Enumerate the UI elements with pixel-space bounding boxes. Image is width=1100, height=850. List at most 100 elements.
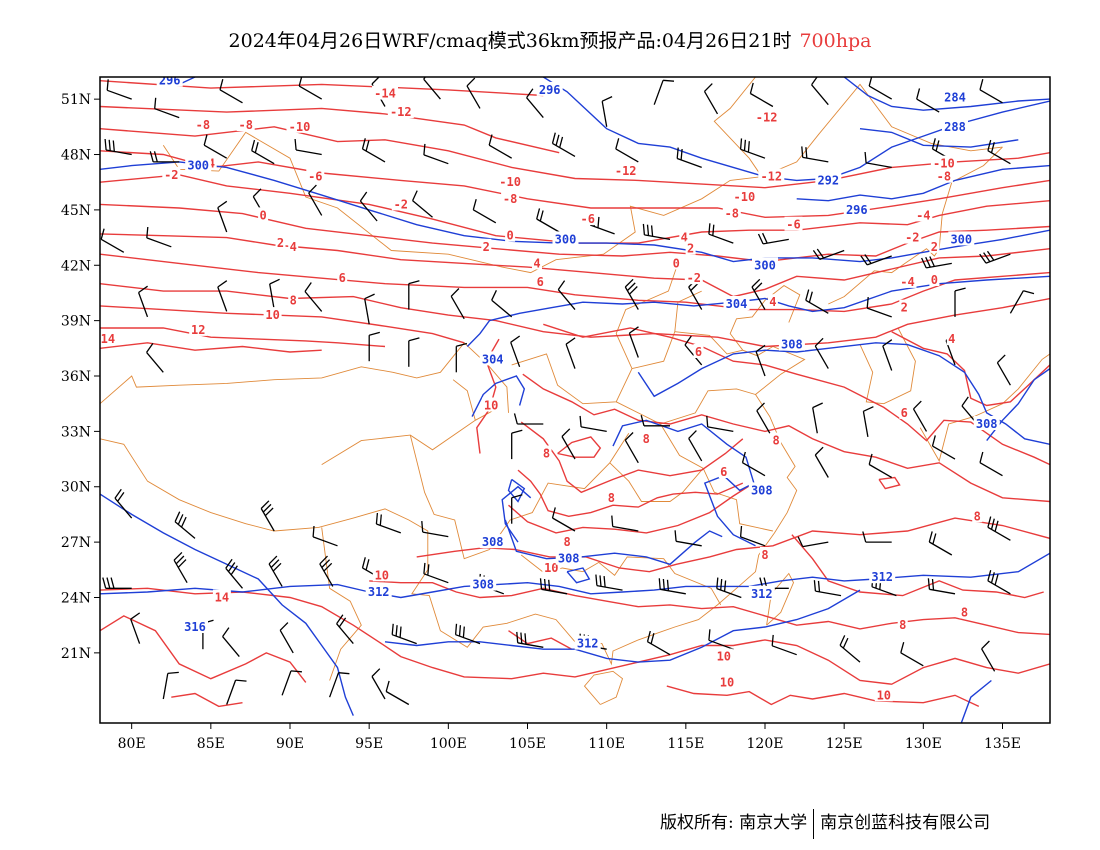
barb-staff [137,292,149,318]
barb-flag [279,622,289,631]
barb-staff [979,462,1003,477]
temperature-label: 8 [974,509,981,523]
height-label-bg [182,619,208,633]
barb-staff [981,648,996,672]
barb-flag [361,138,366,150]
temperature-label-bg [541,445,552,460]
wind-barb [526,88,544,119]
temperature-label-bg [578,211,597,226]
barb-staff [173,559,188,584]
temperature-label: -4 [900,275,914,289]
wind-barb [979,451,1003,477]
height-contour [384,589,861,663]
barb-flag [658,578,661,590]
barb-staff [996,362,1011,386]
barb-staff [703,91,719,115]
barb-flag [979,451,984,463]
temperature-label: -14 [374,87,396,101]
temperature-label-bg [189,321,208,336]
wind-barb [987,139,1011,165]
barb-staff [596,584,623,591]
wind-barb [308,184,323,216]
wind-barbs [100,77,1035,706]
barb-flag [640,415,645,426]
barb-flag [450,288,460,297]
wind-barb [812,248,845,261]
barb-flag [684,335,692,346]
wind-barb [739,138,766,159]
barb-staff [932,445,956,460]
barb-staff [653,80,664,105]
barb-flag [808,291,813,303]
wind-barb [513,413,544,425]
barb-flag [981,640,990,650]
temperature-label-bg [718,674,736,689]
barb-flag [716,577,719,589]
wind-barb [987,570,1011,595]
barb-flag [862,531,867,543]
barb-flag [369,331,380,336]
temperature-labels: -14-12-8-8-10-4-2-6-2-10-8-6-12-12-12-10… [100,85,983,702]
height-label: 316 [184,620,206,634]
wind-barb [511,494,523,524]
wind-barb [979,250,1011,264]
barb-flag [408,280,420,285]
barb-flag [755,344,766,353]
barb-flag [375,512,379,525]
barb-flag [663,79,675,82]
lon-tick-label: 105E [509,736,546,752]
temperature-label: 10 [877,688,891,702]
boundary-line [100,438,576,648]
wind-barb [771,634,797,656]
wind-barb [219,79,243,104]
temperature-label-bg [535,273,546,288]
barb-flag [996,354,1006,364]
temperature-label-bg [693,344,704,358]
wind-barb [361,138,386,163]
height-label-bg [365,584,392,598]
temperature-label: 4 [948,332,955,346]
temperature-label-bg [286,118,313,133]
barb-flag [117,492,125,502]
temperature-label: -10 [499,175,521,189]
barb-flag [565,337,576,345]
barb-staff [561,436,576,460]
barb-flag [321,559,331,568]
barb-flag [994,574,999,586]
barb-flag [516,631,519,643]
temperature-label: -12 [756,111,778,125]
barb-staff [510,342,521,368]
wind-barb [104,138,132,156]
temperature-label: 8 [543,447,550,461]
barb-flag [264,507,274,517]
height-contour [612,419,756,547]
barb-flag [642,223,646,235]
barb-flag [814,446,824,456]
barb-flag [931,578,935,591]
barb-flag [235,679,247,682]
barb-flag [812,402,823,409]
wind-barb [260,500,275,532]
barb-staff [868,463,893,479]
height-label-bg [778,336,805,351]
temperature-label: 0 [673,256,680,270]
barb-flag [987,570,992,581]
barb-flag [167,671,179,675]
wind-barb [146,343,164,373]
barb-flag [106,79,109,91]
barb-staff [688,438,703,462]
wind-barb [225,558,243,589]
barb-flag [138,285,148,294]
barb-flag [539,210,544,222]
barb-staff [466,85,481,109]
barb-flag [379,514,382,526]
temperature-label-bg [612,163,639,178]
height-label-bg [479,351,506,366]
barb-staff [362,148,386,163]
temperature-label: 14 [101,332,115,346]
barb-flag [990,572,995,584]
temperature-label: 0 [931,273,938,287]
temperature-label: -10 [734,190,756,204]
temperature-label: 4 [290,240,297,254]
height-label: 308 [751,483,773,497]
